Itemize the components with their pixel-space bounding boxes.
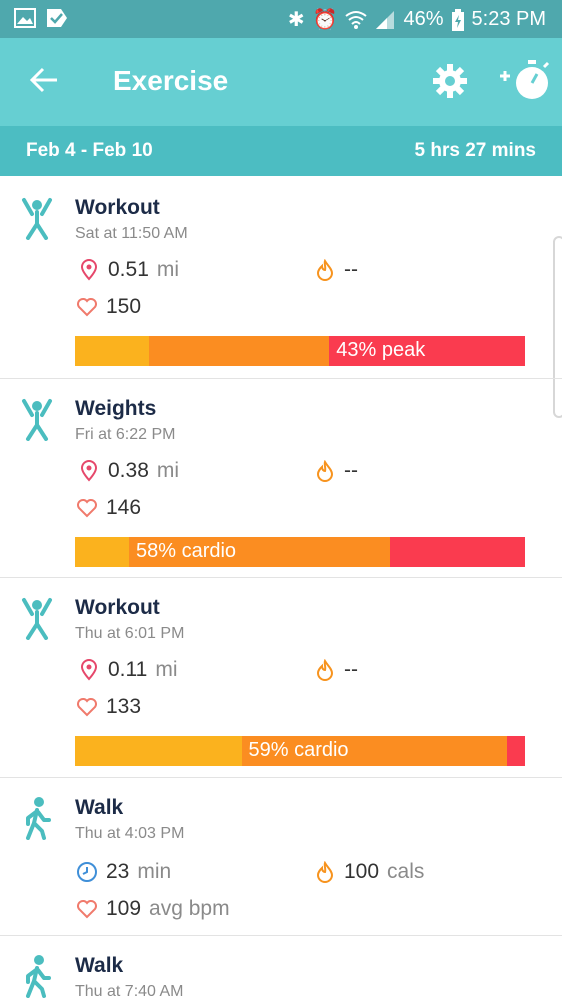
exercise-time: Thu at 7:40 AM (75, 983, 184, 1000)
heart-icon (77, 900, 97, 919)
zone-percent-label: 58% cardio (136, 540, 237, 562)
fat-burn-zone-segment (75, 736, 242, 766)
battery-percent: 46% (403, 8, 444, 30)
distance-stat: 0.11 mi (78, 658, 178, 682)
exercise-list: Workout Sat at 11:50 AM 0.51 mi -- 150 43… (0, 178, 562, 1006)
weights-person-icon (22, 399, 52, 441)
flame-icon (316, 259, 334, 281)
back-arrow-icon[interactable] (28, 64, 60, 96)
total-duration: 5 hrs 27 mins (414, 140, 536, 161)
exercise-name: Walk (75, 954, 124, 977)
fat-burn-zone-segment (75, 537, 129, 567)
scroll-handle[interactable] (553, 236, 562, 418)
cardio-zone-segment (149, 336, 330, 366)
zone-percent-label: 43% peak (336, 339, 426, 361)
image-icon (14, 8, 36, 28)
workout-person-icon (22, 198, 52, 240)
date-range: Feb 4 - Feb 10 (26, 140, 153, 161)
calories-stat: 100 cals (314, 860, 424, 884)
zone-percent-label: 59% cardio (248, 739, 349, 761)
flame-icon (316, 659, 334, 681)
gear-icon[interactable] (432, 63, 468, 99)
heart-rate-stat: 150 (76, 295, 141, 319)
exercise-time: Fri at 6:22 PM (75, 426, 176, 443)
exercise-item[interactable]: Workout Thu at 6:01 PM 0.11 mi -- 133 59%… (0, 578, 562, 778)
bluetooth-icon: ✱ (287, 9, 305, 31)
exercise-item[interactable]: Workout Sat at 11:50 AM 0.51 mi -- 150 43… (0, 178, 562, 379)
peak-zone-segment (390, 537, 525, 567)
calories-stat: -- (314, 459, 358, 483)
walking-person-icon (26, 797, 51, 840)
heart-icon (77, 698, 97, 717)
cardio-zone-segment (129, 537, 390, 567)
flame-icon (316, 460, 334, 482)
clock: 5:23 PM (471, 8, 546, 30)
distance-stat: 0.38 mi (78, 459, 179, 483)
battery-icon (451, 8, 464, 31)
status-bar: ✱ ⏰ 46% 5:23 PM (0, 0, 562, 38)
location-pin-icon (80, 259, 98, 281)
location-pin-icon (80, 659, 98, 681)
heart-zone-bar: 58% cardio (75, 537, 525, 567)
location-pin-icon (80, 460, 98, 482)
alarm-icon: ⏰ (312, 9, 338, 31)
clock-icon (77, 862, 97, 882)
exercise-name: Workout (75, 196, 160, 219)
exercise-time: Thu at 4:03 PM (75, 825, 185, 842)
heart-rate-stat: 133 (76, 695, 141, 719)
signal-icon (376, 10, 395, 29)
heart-zone-bar: 43% peak (75, 336, 525, 366)
heart-icon (77, 298, 97, 317)
cardio-zone-segment (241, 736, 507, 766)
notification-check-icon (47, 9, 67, 27)
peak-zone-segment (329, 336, 525, 366)
exercise-time: Sat at 11:50 AM (75, 225, 188, 242)
exercise-name: Weights (75, 397, 157, 420)
exercise-item[interactable]: Walk Thu at 4:03 PM 23 min 100 cals 109 avg… (0, 778, 562, 936)
distance-stat: 0.51 mi (78, 258, 179, 282)
exercise-name: Walk (75, 796, 124, 819)
exercise-name: Workout (75, 596, 160, 619)
page-title: Exercise (113, 65, 229, 96)
heart-icon (77, 499, 97, 518)
calories-stat: -- (314, 658, 358, 682)
wifi-icon (345, 10, 368, 29)
peak-zone-segment (507, 736, 525, 766)
exercise-item[interactable]: Weights Fri at 6:22 PM 0.38 mi -- 146 58%… (0, 379, 562, 578)
heart-rate-stat: 146 (76, 496, 141, 520)
fat-burn-zone-segment (75, 336, 150, 366)
duration-stat: 23 min (76, 860, 171, 884)
exercise-item[interactable]: Walk Thu at 7:40 AM (0, 936, 562, 1006)
exercise-time: Thu at 6:01 PM (75, 625, 185, 642)
app-bar: Exercise (0, 38, 562, 126)
workout-person-icon (22, 598, 52, 640)
date-range-bar: Feb 4 - Feb 10 5 hrs 27 mins (0, 126, 562, 176)
calories-stat: -- (314, 258, 358, 282)
add-exercise-timer-icon[interactable] (498, 58, 552, 102)
heart-rate-stat: 109 avg bpm (76, 897, 230, 921)
heart-zone-bar: 59% cardio (75, 736, 525, 766)
walking-person-icon (26, 955, 51, 998)
flame-icon (316, 861, 334, 883)
